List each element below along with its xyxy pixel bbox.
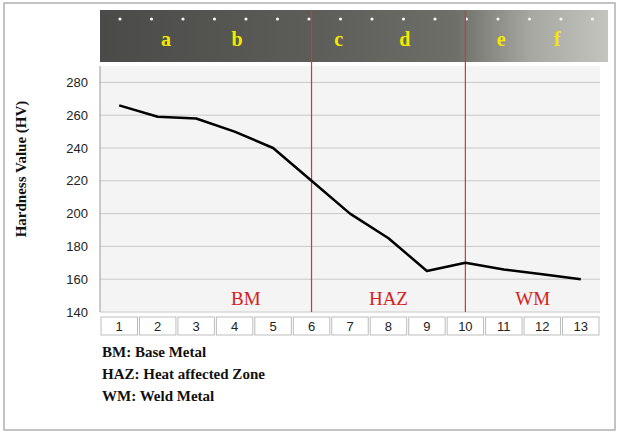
x-tick-box xyxy=(563,317,599,335)
region-label: WM xyxy=(515,288,550,309)
x-tick-label: 4 xyxy=(231,319,238,334)
x-tick-label: 12 xyxy=(535,319,549,334)
x-tick-label: 5 xyxy=(269,319,276,334)
x-tick-box xyxy=(139,317,175,335)
x-tick-label: 10 xyxy=(458,319,472,334)
zone-boundary xyxy=(465,10,466,312)
strip-label: a xyxy=(161,28,171,50)
x-tick-label: 13 xyxy=(574,319,588,334)
x-tick-label: 1 xyxy=(116,319,123,334)
y-tick-label: 180 xyxy=(66,239,88,254)
x-tick-label: 9 xyxy=(423,319,430,334)
indent-dot xyxy=(370,17,373,20)
grid-line xyxy=(100,312,600,313)
indent-dot xyxy=(433,17,436,20)
indent-dot xyxy=(559,17,562,20)
x-tick-box xyxy=(216,317,252,335)
strip-label: d xyxy=(399,28,410,50)
y-tick-label: 220 xyxy=(66,173,88,188)
grid-line xyxy=(100,115,600,116)
x-tick-label: 7 xyxy=(346,319,353,334)
y-tick-label: 260 xyxy=(66,108,88,123)
x-tick-box xyxy=(486,317,522,335)
grid-line xyxy=(100,82,600,83)
x-tick-box xyxy=(409,317,445,335)
indent-dot xyxy=(150,17,153,20)
y-axis-title: Hardness Value (HV) xyxy=(13,101,30,238)
indent-dot xyxy=(402,17,405,20)
x-tick-box xyxy=(293,317,329,335)
strip-label: b xyxy=(232,28,243,50)
grid-line xyxy=(100,279,600,280)
y-tick-label: 240 xyxy=(66,141,88,156)
note: BM: Base Metal xyxy=(102,344,206,360)
indent-dot xyxy=(244,17,247,20)
note: WM: Weld Metal xyxy=(102,388,214,404)
x-tick-box xyxy=(447,317,483,335)
strip-label: c xyxy=(334,28,343,50)
region-label: HAZ xyxy=(369,288,408,309)
zone-boundary xyxy=(311,10,312,312)
x-tick-label: 3 xyxy=(193,319,200,334)
indent-dot xyxy=(276,17,279,20)
grid-line xyxy=(100,180,600,181)
x-tick-box xyxy=(255,317,291,335)
indent-dot xyxy=(181,17,184,20)
strip-label: f xyxy=(554,28,561,50)
indent-dot xyxy=(118,17,121,20)
y-tick-label: 160 xyxy=(66,272,88,287)
indent-dot xyxy=(339,17,342,20)
y-tick-label: 280 xyxy=(66,75,88,90)
region-label: BM xyxy=(231,288,261,309)
frame xyxy=(4,3,615,430)
indent-dot xyxy=(307,17,310,20)
strip-label: e xyxy=(497,28,506,50)
y-tick-label: 200 xyxy=(66,206,88,221)
note: HAZ: Heat affected Zone xyxy=(102,366,265,382)
x-tick-label: 8 xyxy=(385,319,392,334)
hardness-line xyxy=(119,105,581,279)
indent-dot xyxy=(496,17,499,20)
grid-line xyxy=(100,246,600,247)
indent-dot xyxy=(528,17,531,20)
x-tick-box xyxy=(332,317,368,335)
x-tick-box xyxy=(178,317,214,335)
x-tick-box xyxy=(370,317,406,335)
grid-line xyxy=(100,148,600,149)
x-tick-label: 6 xyxy=(308,319,315,334)
weld-photo xyxy=(100,10,608,62)
data-group xyxy=(119,105,581,279)
x-tick-box xyxy=(101,317,137,335)
plot-area xyxy=(100,66,600,312)
x-tick-label: 2 xyxy=(154,319,161,334)
y-axis xyxy=(100,66,101,312)
x-tick-box xyxy=(524,317,560,335)
y-tick-label: 140 xyxy=(66,305,88,320)
indent-dot xyxy=(591,17,594,20)
indent-dot xyxy=(213,17,216,20)
x-tick-label: 11 xyxy=(497,319,511,334)
